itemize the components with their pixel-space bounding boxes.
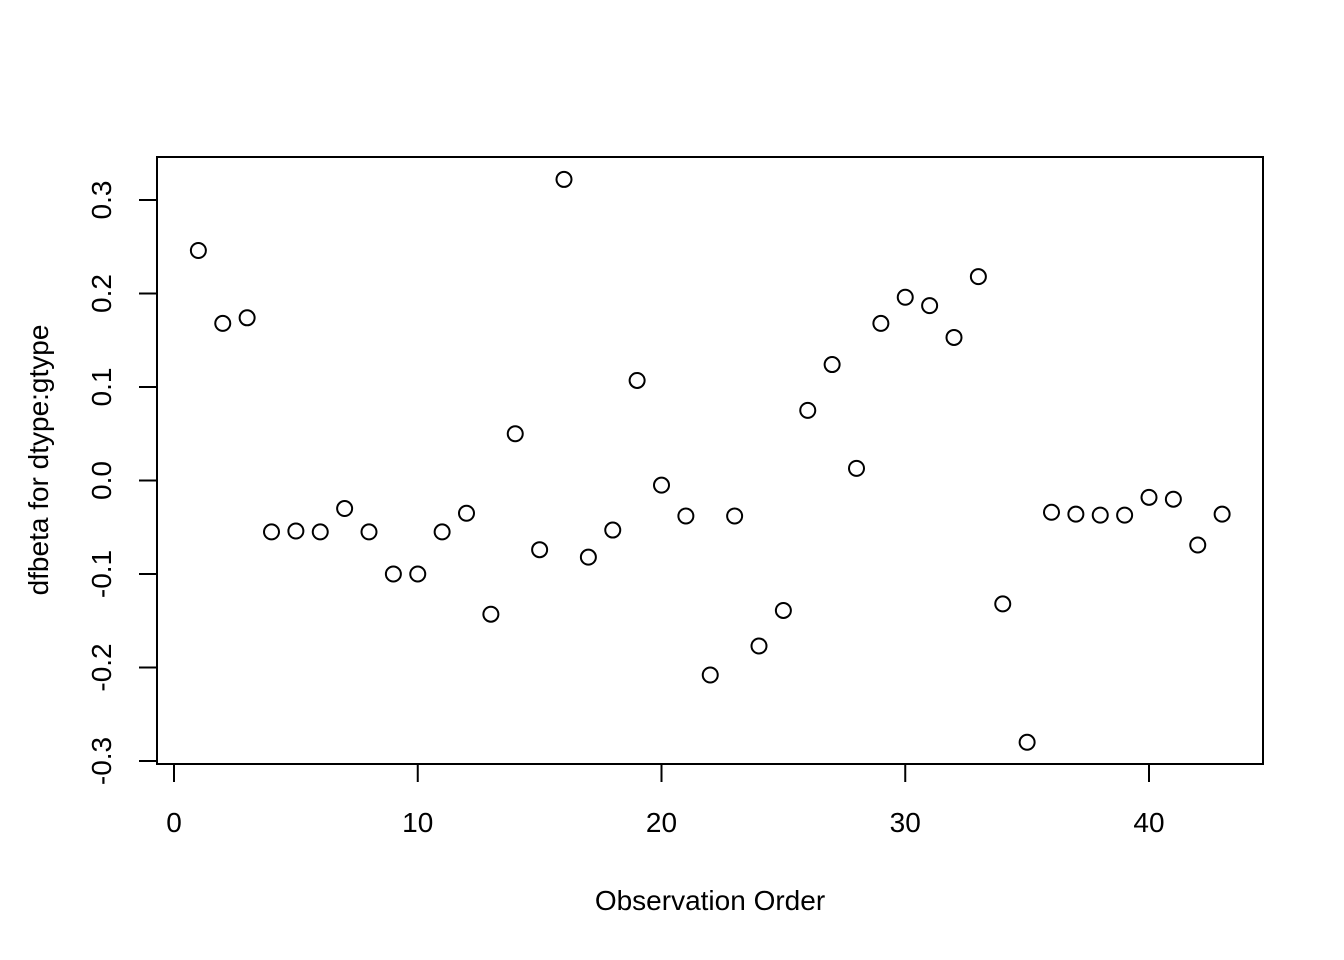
data-point [1140,488,1158,506]
data-point [994,595,1012,613]
data-point [750,637,768,655]
x-tick-label: 10 [402,807,433,838]
data-point [848,459,865,477]
y-tick-label: 0.3 [86,181,117,220]
y-tick-label: 0.1 [86,368,117,407]
data-point [311,523,329,541]
data-point [189,241,207,259]
data-point [921,297,939,315]
data-point [604,521,622,539]
data-point [1018,733,1036,751]
data-point [1091,506,1109,524]
data-point [945,328,963,346]
x-tick-label: 20 [646,807,677,838]
data-points [189,170,1231,751]
plot-frame [156,156,1264,765]
x-tick-label: 40 [1133,807,1164,838]
data-point [531,541,549,559]
data-point [969,268,987,286]
x-tick-label: 30 [890,807,921,838]
y-axis: -0.3 -0.2 -0.1 0.0 0.1 0.2 0.3 [86,181,158,785]
data-point [433,523,451,541]
y-tick-label: -0.2 [86,643,117,691]
y-tick-label: -0.1 [86,550,117,598]
x-axis: 0 10 20 30 40 [166,763,1165,838]
y-tick-label: 0.0 [86,461,117,500]
x-tick-label: 0 [166,807,182,838]
data-point [628,371,646,389]
data-point [823,356,841,374]
data-point [287,522,305,540]
data-point [458,504,475,522]
data-point [1116,506,1134,524]
data-point [263,523,280,541]
data-point [579,548,597,566]
data-point [1043,503,1060,521]
data-point [726,507,744,525]
data-point [384,565,402,583]
data-point [555,170,573,188]
data-point [506,425,524,443]
data-point [701,666,719,684]
data-point [409,565,427,583]
data-point [214,314,232,332]
data-point [774,601,792,619]
y-tick-label: -0.3 [86,737,117,785]
y-tick-label: 0.2 [86,274,117,313]
data-point [238,309,256,327]
data-point [360,523,378,541]
data-point [896,288,914,306]
data-point [653,476,670,494]
data-point [872,314,890,332]
data-point [1213,505,1231,523]
y-axis-title: dfbeta for dtype:gtype [23,325,54,596]
data-point [482,605,500,623]
data-point [1164,490,1182,508]
data-point [799,401,817,419]
x-axis-title: Observation Order [595,885,825,916]
data-point [336,500,354,518]
data-point [1067,505,1085,523]
data-point [677,507,695,525]
data-point [1189,536,1207,554]
